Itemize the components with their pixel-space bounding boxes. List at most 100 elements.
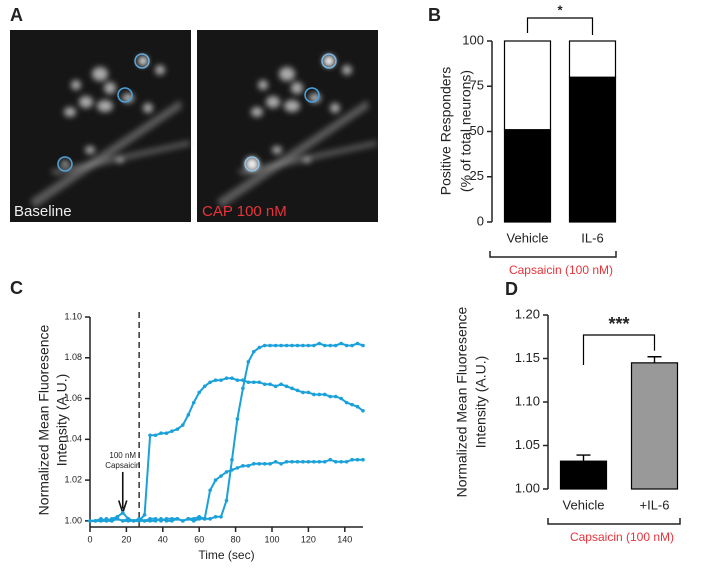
data-point — [344, 343, 349, 348]
data-point — [126, 519, 131, 523]
micrograph — [10, 30, 191, 222]
data-point — [284, 384, 289, 389]
data-point — [322, 343, 327, 348]
data-point — [99, 519, 103, 523]
data-point — [339, 396, 343, 401]
data-point — [328, 343, 333, 348]
data-point — [120, 519, 125, 523]
data-point — [213, 478, 218, 482]
y-tick-label: 1.05 — [515, 437, 540, 452]
data-point — [170, 519, 174, 523]
y-axis-label: Normalized Mean Fluoresence — [36, 324, 52, 515]
annotation-arrow — [117, 471, 128, 516]
significance-bracket — [582, 334, 656, 365]
panel-label: C — [10, 278, 23, 298]
panel-label: D — [505, 279, 518, 299]
x-tick-label: IL-6 — [581, 230, 603, 245]
y-tick-label: 1.20 — [515, 306, 540, 321]
data-point — [328, 394, 333, 399]
data-point — [202, 384, 207, 389]
data-point — [197, 517, 201, 521]
data-point — [153, 519, 158, 523]
data-point — [339, 341, 343, 346]
y-tick-label: 1.02 — [64, 474, 82, 484]
data-point — [142, 519, 147, 523]
group-label: Capsaicin (100 nM) — [570, 530, 674, 544]
bar-segment — [568, 40, 617, 78]
data-point — [120, 510, 125, 515]
data-point — [355, 404, 360, 409]
y-tick-label: 1.06 — [64, 393, 82, 403]
data-point — [312, 343, 316, 348]
data-point — [257, 345, 262, 350]
group-bracket — [547, 518, 681, 525]
data-point — [230, 457, 234, 462]
data-point — [262, 343, 267, 348]
series-line — [90, 342, 364, 522]
y-axis-label: Intensity (A.U.) — [473, 356, 489, 449]
data-point — [290, 459, 294, 464]
data-point — [235, 466, 240, 470]
micrograph — [197, 30, 378, 222]
data-point — [115, 517, 120, 521]
x-tick-label: 140 — [337, 534, 352, 544]
data-point — [235, 417, 240, 421]
data-point — [350, 402, 354, 407]
data-point — [350, 457, 354, 462]
group-label: Capsaicin (100 nM) — [509, 263, 613, 277]
annotation: Capsaicin — [105, 461, 140, 470]
data-point — [170, 429, 174, 433]
y-tick-label: 1.10 — [515, 393, 540, 408]
x-tick-label: Vehicle — [563, 497, 605, 512]
data-point — [355, 457, 360, 462]
data-point — [355, 341, 360, 346]
y-axis-label: Intensity (A.U.) — [54, 374, 70, 467]
bar-segment — [568, 76, 617, 223]
x-tick-label: 60 — [194, 534, 204, 544]
data-point — [306, 390, 311, 395]
data-point — [219, 474, 223, 478]
y-tick-label: 25 — [470, 168, 484, 183]
group-bracket — [489, 251, 617, 258]
data-point — [208, 380, 212, 385]
x-axis-label: Time (sec) — [198, 548, 254, 562]
data-point — [279, 343, 283, 348]
data-point — [333, 394, 338, 399]
data-point — [322, 392, 327, 397]
data-point — [213, 378, 218, 383]
cell — [138, 56, 148, 66]
data-point — [191, 400, 196, 405]
cell — [245, 157, 259, 171]
data-point — [306, 459, 311, 464]
data-point — [235, 378, 240, 383]
data-point — [350, 343, 354, 348]
data-point — [290, 343, 294, 348]
y-tick-label: 50 — [470, 123, 484, 138]
y-axis-label: (% of total neurons) — [458, 70, 474, 192]
data-point — [317, 341, 322, 346]
data-point — [333, 459, 338, 464]
data-point — [186, 517, 191, 521]
data-point — [295, 388, 300, 393]
data-point — [339, 459, 343, 464]
data-point — [328, 457, 333, 462]
data-point — [142, 512, 147, 517]
data-point — [110, 519, 114, 523]
data-point — [131, 519, 136, 523]
y-axis-label: Positive Responders — [438, 67, 454, 195]
y-tick-label: 0 — [477, 213, 484, 228]
data-point — [164, 519, 169, 523]
data-point — [224, 498, 229, 503]
data-point — [273, 459, 278, 464]
data-point — [148, 433, 152, 438]
data-point — [208, 488, 212, 493]
y-tick-label: 1.00 — [64, 515, 82, 525]
data-point — [268, 382, 272, 387]
data-point — [344, 400, 349, 405]
data-point — [159, 431, 163, 436]
data-point — [262, 382, 267, 387]
y-tick-label: 1.10 — [64, 311, 82, 321]
data-point — [104, 519, 109, 523]
y-tick-label: 1.15 — [515, 350, 540, 365]
